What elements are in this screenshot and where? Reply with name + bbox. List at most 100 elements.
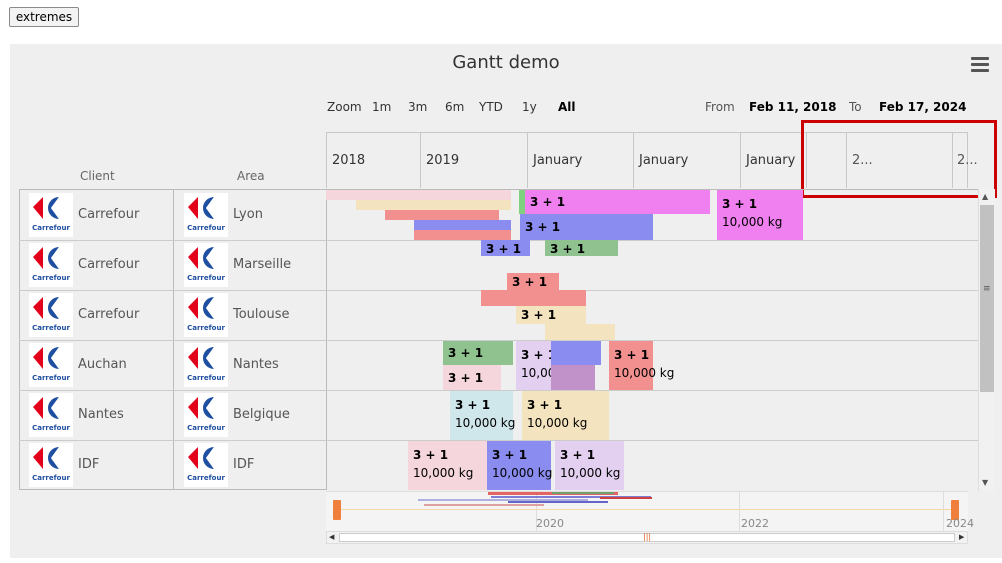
gantt-task-bar[interactable] — [551, 365, 595, 390]
carrefour-logo: Carrefour — [184, 343, 228, 387]
gantt-task-bar[interactable] — [555, 441, 624, 490]
extremes-button[interactable]: extremes — [9, 7, 79, 27]
gantt-task-bar[interactable] — [717, 190, 803, 240]
gantt-task-bar[interactable] — [522, 391, 609, 440]
zoom-1m-button[interactable]: 1m — [372, 100, 392, 114]
grid-divider — [173, 189, 174, 490]
axis-label: 2... — [846, 132, 952, 188]
to-label: To — [849, 100, 862, 114]
from-label: From — [705, 100, 735, 114]
axis-label: January — [633, 132, 740, 188]
client-cell: Auchan — [78, 357, 127, 372]
zoom-6m-button[interactable]: 6m — [445, 100, 465, 114]
navigator-right-handle[interactable] — [951, 500, 959, 520]
to-date-input[interactable]: Feb 17, 2024 — [879, 100, 967, 114]
zoom-label: Zoom — [327, 100, 362, 114]
carrefour-logo: Carrefour — [29, 443, 73, 487]
zoom-3m-button[interactable]: 3m — [408, 100, 428, 114]
gantt-task-bar[interactable] — [481, 240, 530, 256]
chart-title: Gantt demo — [452, 52, 560, 73]
bar-label: 3 + 1 — [486, 242, 522, 256]
gantt-task-bar[interactable] — [326, 190, 511, 200]
gantt-task-bar[interactable] — [519, 190, 525, 214]
area-cell: Marseille — [233, 257, 292, 272]
zoom-all-button[interactable]: All — [558, 100, 576, 114]
gantt-task-bar[interactable] — [516, 341, 551, 390]
carrefour-logo: Carrefour — [184, 293, 228, 337]
scroll-left-icon[interactable]: ◀ — [329, 533, 335, 541]
area-cell: Lyon — [233, 207, 263, 222]
gantt-task-bar[interactable] — [481, 290, 586, 306]
bar-label: 3 + 1 — [448, 346, 484, 360]
from-date-input[interactable]: Feb 11, 2018 — [749, 100, 837, 114]
client-cell: Carrefour — [78, 307, 140, 322]
gantt-task-bar[interactable] — [385, 210, 499, 220]
bar-label: 3 + 1 — [530, 195, 566, 209]
navigator-year-label: 2024 — [946, 517, 974, 530]
carrefour-logo: Carrefour — [29, 243, 73, 287]
area-cell: Nantes — [233, 357, 279, 372]
carrefour-logo: Carrefour — [29, 193, 73, 237]
client-cell: Carrefour — [78, 257, 140, 272]
zoom-ytd-button[interactable]: YTD — [479, 100, 503, 114]
client-cell: Carrefour — [78, 207, 140, 222]
gantt-task-bar[interactable] — [443, 365, 501, 390]
gantt-task-bar[interactable] — [545, 240, 618, 256]
hamburger-menu-icon[interactable] — [971, 57, 989, 73]
gantt-task-bar[interactable] — [443, 341, 513, 365]
carrefour-logo: Carrefour — [184, 193, 228, 237]
carrefour-logo: Carrefour — [29, 293, 73, 337]
gantt-task-bar[interactable] — [356, 200, 511, 210]
gantt-task-bar[interactable] — [520, 214, 653, 240]
gantt-task-bar[interactable] — [408, 441, 487, 490]
time-axis — [326, 132, 968, 188]
axis-label: January — [527, 132, 633, 188]
client-column-header: Client — [80, 169, 115, 183]
client-cell: IDF — [78, 457, 100, 472]
client-cell: Nantes — [78, 407, 124, 422]
scroll-down-icon[interactable]: ▼ — [982, 478, 989, 487]
vertical-scrollbar[interactable]: ▲ ≡ ▼ — [978, 189, 995, 491]
scrollbar-thumb[interactable] — [980, 205, 994, 392]
carrefour-logo: Carrefour — [184, 243, 228, 287]
navigator-year-label: 2022 — [741, 517, 769, 530]
grip-icon: ≡ — [983, 284, 991, 294]
navigator-year-label: 2020 — [536, 517, 564, 530]
area-column-header: Area — [237, 169, 265, 183]
bar-label: 3 + 1 — [512, 275, 548, 289]
grid-table — [19, 189, 326, 490]
gantt-task-bar[interactable] — [525, 190, 710, 214]
bar-label: 3 + 1 — [521, 308, 557, 322]
gantt-task-bar[interactable] — [414, 220, 511, 230]
axis-label: 2019 — [420, 132, 527, 188]
horizontal-scrollbar[interactable]: ◀ ||| ▶ — [326, 531, 968, 544]
axis-label: 2018 — [326, 132, 420, 188]
scroll-up-icon[interactable]: ▲ — [982, 192, 989, 201]
gantt-task-bar[interactable] — [545, 324, 615, 340]
bar-label: 3 + 1 — [550, 242, 586, 256]
area-cell: IDF — [233, 457, 255, 472]
gantt-task-bar[interactable] — [551, 341, 601, 365]
area-cell: Toulouse — [233, 307, 290, 322]
scroll-right-icon[interactable]: ▶ — [959, 533, 965, 541]
bar-label: 3 + 1 — [525, 220, 561, 234]
gantt-task-bar[interactable] — [609, 341, 653, 390]
grip-icon: ||| — [643, 532, 652, 541]
grid-divider — [326, 189, 327, 490]
hscroll-thumb[interactable] — [339, 533, 955, 542]
gantt-task-bar[interactable] — [516, 306, 586, 324]
gantt-task-bar[interactable] — [450, 391, 513, 440]
zoom-1y-button[interactable]: 1y — [522, 100, 537, 114]
navigator-left-handle[interactable] — [333, 500, 341, 520]
gantt-task-bar[interactable] — [507, 273, 559, 290]
gantt-task-bar[interactable] — [414, 230, 511, 240]
axis-divider — [806, 132, 807, 188]
bar-label: 3 + 1 — [448, 370, 484, 385]
gantt-task-bar[interactable] — [487, 441, 551, 490]
axis-label: 2... — [952, 132, 978, 188]
